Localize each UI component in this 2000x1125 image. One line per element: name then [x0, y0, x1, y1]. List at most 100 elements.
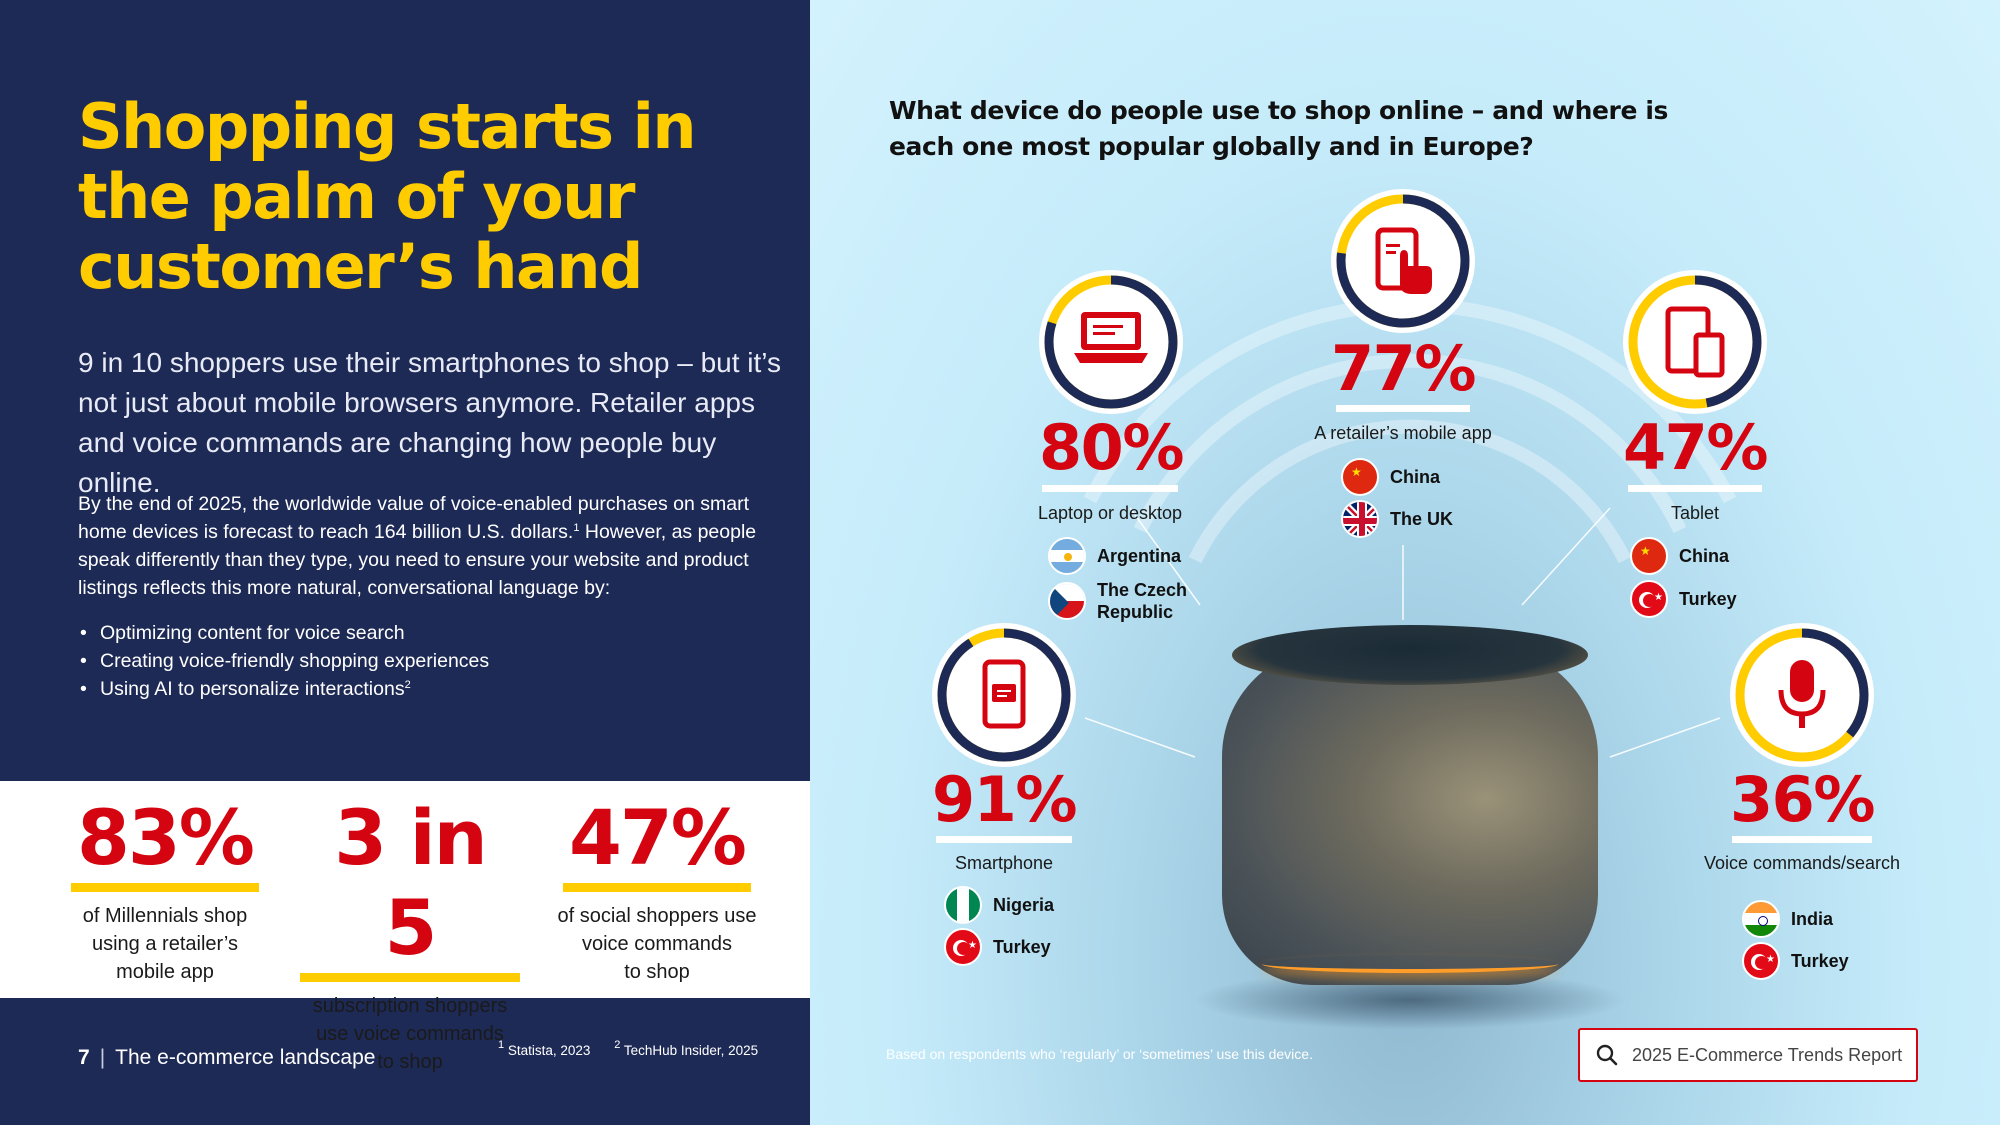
- footnote-mark: 1: [498, 1039, 505, 1051]
- body-paragraph: By the end of 2025, the worldwide value …: [78, 490, 790, 602]
- stats-strip: 83% of Millennials shop using a retailer…: [0, 781, 810, 1073]
- smartphone-percent: 91%: [932, 763, 1077, 836]
- turkey-flag-icon: ★: [944, 928, 982, 966]
- tablet-underline: [1628, 485, 1762, 492]
- country-item: The Czech Republic: [1048, 579, 1227, 623]
- footnote-text: Statista, 2023: [504, 1043, 591, 1058]
- search-text: 2025 E-Commerce Trends Report: [1632, 1044, 1903, 1065]
- stat-value: 47%: [563, 793, 751, 892]
- stat-label-line: voice commands: [581, 933, 733, 955]
- body-text-1: By the end of 2025, the worldwide value …: [78, 493, 749, 543]
- infographic-footnote: Based on respondents who ‘regularly’ or …: [886, 1046, 1313, 1062]
- laptop-icon: [1039, 270, 1183, 414]
- wave-arc: [1133, 353, 1687, 534]
- laptop-label: Laptop or desktop: [1037, 503, 1183, 523]
- uk-flag-icon: [1341, 500, 1379, 538]
- connector-line: [1609, 717, 1721, 758]
- voice-percent: 36%: [1730, 763, 1875, 836]
- footnote-text: TechHub Insider, 2025: [620, 1043, 759, 1058]
- phone-tap-icon: [1331, 189, 1475, 333]
- stat-label: of Millennials shop using a retailer’s m…: [64, 902, 266, 986]
- left-panel: Shopping starts in the palm of your cust…: [0, 0, 810, 1125]
- stat-label: subscription shoppers use voice commands…: [300, 992, 520, 1076]
- list-item: Creating voice-friendly shopping experie…: [78, 647, 790, 675]
- lead-paragraph: 9 in 10 shoppers use their smartphones t…: [78, 347, 782, 498]
- smartphone-ring-chart: [929, 620, 1079, 770]
- tips-list: Optimizing content for voice search Crea…: [78, 619, 790, 703]
- wave-arc: [1188, 419, 1632, 564]
- stat-label-line: using a retailer’s: [91, 933, 238, 955]
- country-name: India: [1791, 909, 1834, 929]
- country-item: ★ China: [1341, 458, 1440, 496]
- country-name: Turkey: [993, 937, 1051, 957]
- country-name: Argentina: [1097, 546, 1182, 566]
- footnote-1: 1 Statista, 2023: [498, 1040, 600, 1059]
- tablet-icon: [1623, 270, 1767, 414]
- list-item-text: Using AI to personalize interactions: [100, 678, 405, 700]
- stat-subscription: 3 in 5 subscription shoppers use voice c…: [300, 793, 520, 1076]
- stat-value: 83%: [71, 793, 259, 892]
- turkey-flag-icon: ★: [1742, 942, 1780, 980]
- voice-underline: [1732, 836, 1872, 843]
- voice-label: Voice commands/search: [1703, 853, 1901, 873]
- connector-line: [1084, 717, 1196, 758]
- search-icon: [1596, 1044, 1618, 1066]
- czech-flag-icon: [1048, 582, 1086, 620]
- country-item: ★ China: [1630, 537, 1729, 575]
- footnote-2: 2 TechHub Insider, 2025: [614, 1040, 768, 1059]
- voice-ring-chart: [1727, 620, 1877, 770]
- footnote-mark: 2: [614, 1039, 621, 1051]
- nigeria-flag-icon: [944, 886, 982, 924]
- country-name: Turkey: [1679, 589, 1737, 609]
- app-ring-chart: [1328, 186, 1478, 336]
- list-item-text: Creating voice-friendly shopping experie…: [100, 650, 490, 672]
- app-label: A retailer’s mobile app: [1314, 423, 1492, 443]
- china-flag-icon: ★: [1341, 458, 1379, 496]
- country-name: China: [1390, 467, 1441, 487]
- china-flag-icon: ★: [1630, 537, 1668, 575]
- footnote-ref-1: 1: [573, 522, 580, 534]
- country-item: ★ Turkey: [1630, 580, 1737, 618]
- footnotes: 1 Statista, 2023 2 TechHub Insider, 2025: [498, 1040, 778, 1060]
- body-text-2: However, as people speak differently tha…: [78, 521, 757, 599]
- tablet-label: Tablet: [1670, 503, 1720, 523]
- country-name: The UK: [1390, 509, 1453, 529]
- stat-label-line: of Millennials shop: [82, 905, 248, 927]
- stat-label-line: subscription shoppers: [312, 995, 508, 1017]
- country-item: India: [1742, 900, 1833, 938]
- india-flag-icon: [1742, 900, 1780, 938]
- footer-separator: |: [99, 1046, 106, 1069]
- tablet-ring-chart: [1620, 267, 1770, 417]
- laptop-underline: [1042, 485, 1178, 492]
- report-search-button[interactable]: 2025 E-Commerce Trends Report: [1578, 1028, 1918, 1082]
- smartphone-underline: [936, 836, 1072, 843]
- country-name: China: [1679, 546, 1730, 566]
- stat-social: 47% of social shoppers use voice command…: [548, 793, 766, 986]
- turkey-flag-icon: ★: [1630, 580, 1668, 618]
- country-item: Argentina: [1048, 537, 1181, 575]
- country-name: Turkey: [1791, 951, 1849, 971]
- smart-speaker-image: [1192, 625, 1628, 1030]
- stat-millennials: 83% of Millennials shop using a retailer…: [64, 793, 266, 986]
- country-name: The Czech Republic: [1097, 580, 1188, 622]
- infographic-question: What device do people use to shop online…: [889, 96, 1668, 161]
- microphone-icon: [1730, 623, 1874, 767]
- stat-label-line: mobile app: [116, 961, 214, 983]
- right-panel: What device do people use to shop online…: [810, 0, 2000, 1125]
- stat-label-line: to shop: [377, 1051, 443, 1073]
- page-headline: Shopping starts in the palm of your cust…: [78, 90, 696, 303]
- app-percent: 77%: [1331, 332, 1476, 405]
- country-item: ★ Turkey: [944, 928, 1051, 966]
- smartphone-label: Smartphone: [954, 853, 1054, 873]
- laptop-percent: 80%: [1039, 411, 1184, 484]
- list-item: Using AI to personalize interactions2: [78, 675, 790, 703]
- country-item: The UK: [1341, 500, 1453, 538]
- stat-label: of social shoppers use voice commands to…: [548, 902, 766, 986]
- stat-value: 3 in 5: [300, 793, 520, 982]
- country-name: Nigeria: [993, 895, 1055, 915]
- stat-label-line: of social shoppers use: [557, 905, 757, 927]
- stat-label-line: to shop: [624, 961, 690, 983]
- connector-line: [1129, 507, 1201, 606]
- argentina-flag-icon: [1048, 537, 1086, 575]
- list-item-text: Optimizing content for voice search: [100, 622, 405, 644]
